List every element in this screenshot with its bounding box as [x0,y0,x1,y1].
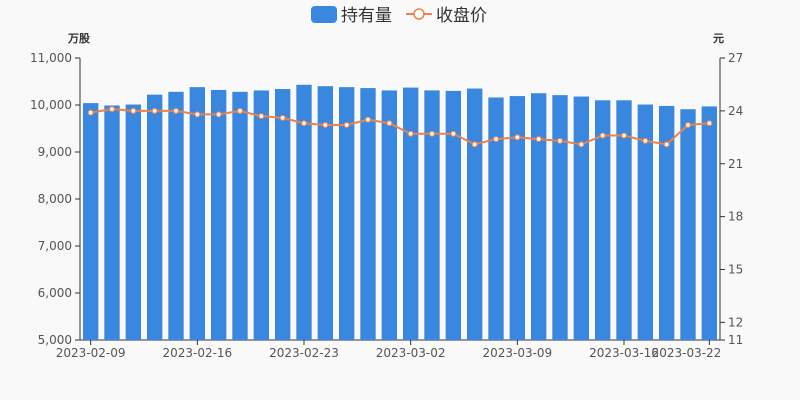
holding-bar [189,87,206,340]
holding-bar [509,96,526,340]
left-y-tick-label: 11,000 [30,51,72,65]
close-price-point [450,130,457,137]
x-tick-label: 2023-03-22 [652,346,722,360]
close-price-point [578,141,585,148]
holding-bar [274,89,291,341]
left-y-tick-label: 7,000 [38,239,72,253]
holding-bar [338,87,355,340]
right-y-tick-label: 27 [728,51,743,65]
close-price-point [300,120,308,127]
holding-bar [573,96,590,340]
holding-bar [552,95,568,340]
holding-bar [424,90,440,341]
right-y-tick-label: 24 [728,104,743,118]
close-price-point [215,111,222,118]
holding-bar [445,90,462,341]
close-price-point [407,130,414,137]
holding-bar [466,88,483,340]
close-price-point [492,135,500,143]
close-price-line [90,108,710,146]
holding-bar [594,100,611,340]
holding-bar [360,88,376,340]
close-price-point [620,132,628,139]
legend-item-line[interactable]: 收盘价 [406,6,487,26]
holding-bar [253,90,270,341]
legend-line-label: 收盘价 [436,6,487,26]
close-price-point [279,114,286,122]
right-y-axis-ticks: 11 12 15 18 21 24 27 [720,51,743,347]
close-price-point [514,134,521,141]
close-price-point [684,121,692,129]
close-price-point [428,130,436,137]
close-price-point [130,107,137,114]
right-axis-unit: 元 [713,32,724,45]
holding-bar [637,104,654,340]
line-series [87,106,713,148]
holding-bar [658,105,675,340]
x-tick-label: 2023-02-16 [162,346,232,360]
holding-bar [210,89,227,341]
legend[interactable]: 持有量 收盘价 [311,6,487,26]
holding-bar [82,103,99,341]
holding-bar [317,86,334,340]
close-price-point [87,109,94,116]
close-price-point [599,132,606,139]
holding-bar [296,84,312,340]
x-axis-ticks: 2023-02-09 2023-02-16 2023-02-23 2023-03-02… [56,340,722,360]
holding-bar [488,97,504,340]
holding-bar [381,90,398,341]
close-price-point [258,113,265,120]
bar-series [82,84,718,341]
close-price-point [663,141,670,148]
holding-bar [232,91,248,340]
x-tick-label: 2023-03-09 [482,346,552,360]
close-price-point [151,107,158,114]
close-price-point [322,121,329,129]
holding-bar [701,106,718,340]
legend-bar-label: 持有量 [341,6,392,26]
right-y-tick-label: 18 [728,210,743,224]
close-price-point [386,120,393,127]
holding-bar [146,94,163,340]
close-price-point [471,141,478,148]
right-y-tick-label: 11 [728,333,743,347]
x-tick-label: 2023-03-16 [589,346,659,360]
left-y-axis-ticks: 5,000 6,000 7,000 8,000 9,000 10,000 11,000 [30,51,80,347]
left-y-tick-label: 9,000 [38,145,72,159]
right-y-tick-label: 15 [728,263,743,277]
holding-bar [530,93,547,340]
x-tick-label: 2023-02-09 [56,346,126,360]
close-price-point [535,135,542,143]
holding-bar [680,109,696,340]
left-y-tick-label: 8,000 [38,192,72,206]
legend-line-marker [413,8,425,20]
right-y-tick-label: 21 [728,157,743,171]
holding-bar [616,100,632,340]
holding-bar [104,105,120,340]
left-axis-unit: 万股 [67,32,91,45]
holding-bar [168,91,184,340]
x-tick-label: 2023-02-23 [269,346,339,360]
close-price-point [108,106,116,113]
right-y-tick-label: 12 [728,315,743,329]
close-price-point [194,111,201,118]
x-tick-label: 2023-03-02 [376,346,446,360]
close-price-point [556,137,564,144]
close-price-point [343,121,350,129]
left-y-tick-label: 10,000 [30,98,72,112]
left-y-tick-label: 6,000 [38,286,72,300]
legend-item-bar[interactable]: 持有量 [311,6,392,26]
close-price-point [236,107,244,114]
legend-bar-swatch [311,6,337,23]
close-price-point [172,107,180,114]
holding-bar [125,104,142,340]
left-y-tick-label: 5,000 [38,333,72,347]
close-price-point [642,137,649,144]
close-price-point [364,116,372,123]
holding-bar [402,87,419,340]
close-price-point [706,120,713,127]
